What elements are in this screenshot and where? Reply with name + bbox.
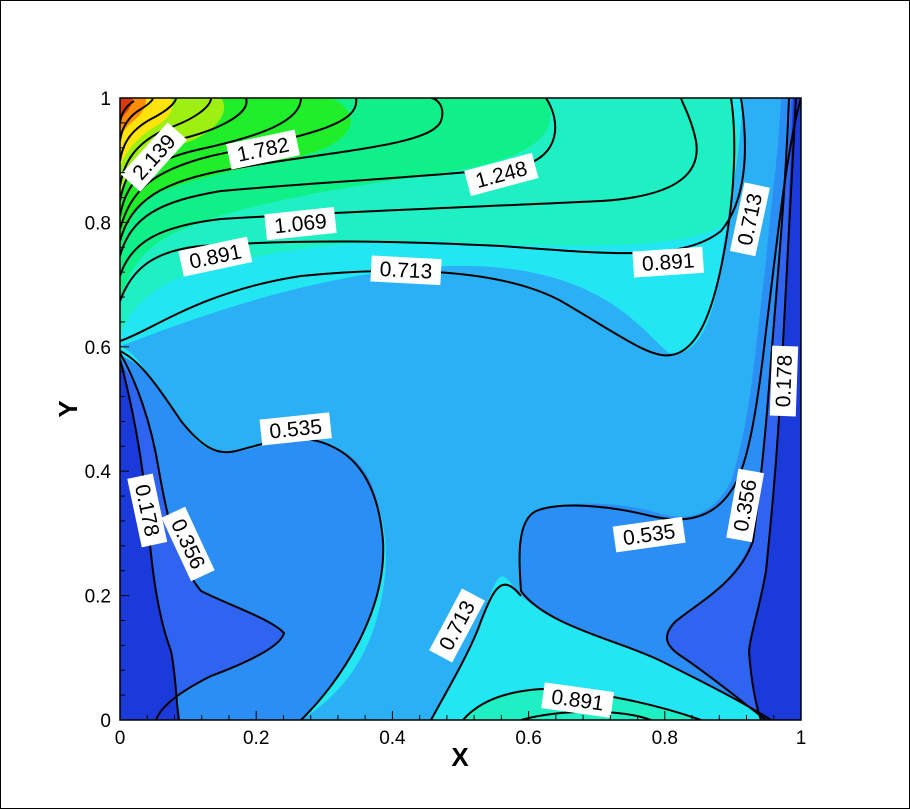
- contour-label-box: [370, 255, 442, 286]
- y-ticks: 0 0.2 0.4 0.6 0.8 1: [85, 89, 129, 732]
- isoline-1604: [120, 98, 358, 230]
- contour-lines: [120, 98, 801, 720]
- x-axis: 0 0.2 0.4 0.6 0.8 1: [115, 711, 807, 749]
- x-ticks: 0 0.2 0.4 0.6 0.8 1: [115, 711, 807, 749]
- contour-label: 0.178: [769, 345, 799, 417]
- contour-label: 0.891: [632, 246, 705, 278]
- contour-label-box: [120, 122, 188, 192]
- x-tick-label: 1: [796, 728, 807, 749]
- y-axis: 0 0.2 0.4 0.6 0.8 1: [85, 89, 129, 732]
- fill-band-9: [120, 98, 801, 720]
- isoline-0178-left: [120, 358, 180, 720]
- isoline-0891-top: [120, 98, 746, 302]
- contour-label-box: [127, 473, 168, 548]
- contour-label-text: 0.178: [772, 354, 797, 407]
- contour-label: 1.069: [264, 207, 337, 241]
- isoline-1069: [120, 98, 698, 277]
- x-tick-label: 0.8: [652, 728, 678, 749]
- isoline-0356-left: [120, 352, 286, 720]
- y-tick-label: 0: [100, 711, 111, 732]
- isoline-2317: [120, 98, 177, 162]
- x-tick-label: 0: [115, 728, 126, 749]
- fill-band-10: [120, 98, 801, 720]
- contour-label-text: 0.535: [268, 415, 323, 443]
- contour-label-box: [264, 207, 337, 241]
- contour-label-box: [632, 246, 705, 278]
- isoline-1426: [120, 98, 444, 242]
- contour-label-box: [429, 588, 486, 663]
- x-tick-label: 0.4: [379, 728, 406, 749]
- isoline-2496: [120, 98, 154, 142]
- y-tick-label: 0.6: [85, 338, 111, 359]
- isoline-0535-right: [518, 98, 801, 720]
- contour-label-text: 0.891: [641, 249, 695, 276]
- isoline-0713-top: [120, 98, 736, 357]
- x-axis-title: X: [451, 742, 469, 772]
- x-tick-label: 0.6: [515, 728, 541, 749]
- contour-label: 0.713: [370, 255, 442, 286]
- y-axis-title: Y: [53, 400, 83, 417]
- contour-label-box: [161, 506, 215, 582]
- isoline-1248: [120, 98, 557, 257]
- isoline-0356-right: [666, 98, 790, 720]
- contour-label-box: [769, 345, 799, 417]
- x-tick-label: 0.2: [243, 728, 269, 749]
- y-tick-label: 0.8: [85, 213, 111, 234]
- y-tick-label: 0.4: [85, 462, 112, 483]
- isoline-0178-right: [747, 98, 797, 720]
- contour-label: 0.535: [612, 516, 686, 553]
- contour-label-text: 0.713: [379, 258, 433, 284]
- isoline-1782: [120, 98, 302, 217]
- contour-label-box: [464, 152, 539, 197]
- contour-label: 0.891: [541, 682, 615, 718]
- contour-label-box: [729, 182, 770, 257]
- contour-label: 0.178: [127, 473, 168, 548]
- contour-label-box: [541, 682, 615, 718]
- y-tick-label: 1: [100, 89, 111, 110]
- contour-label: 0.535: [259, 412, 332, 446]
- y-tick-label: 0.2: [85, 587, 111, 608]
- contour-label-box: [726, 468, 765, 543]
- isoline-0713-bottom: [430, 583, 522, 720]
- contour-label-box: [226, 129, 300, 170]
- contour-label-box: [612, 516, 686, 553]
- contour-label-box: [178, 236, 253, 277]
- contour-label-text: 1.069: [273, 210, 328, 238]
- contour-label-box: [259, 412, 332, 446]
- contour-label: 0.356: [726, 468, 765, 543]
- isoline-0535: [120, 350, 385, 720]
